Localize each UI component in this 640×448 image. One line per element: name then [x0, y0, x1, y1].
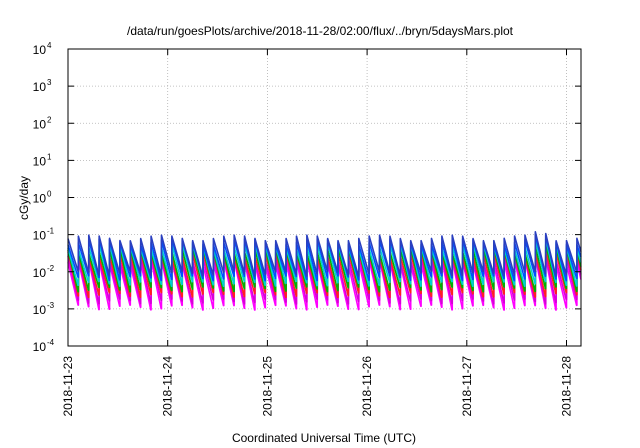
chart-title: /data/run/goesPlots/archive/2018-11-28/0… [127, 24, 514, 38]
y-tick-label: 10 [33, 340, 47, 354]
y-tick-exponent: -3 [47, 301, 55, 310]
y-tick-label: 10 [33, 303, 47, 317]
y-tick-label: 10 [33, 43, 47, 57]
series-line [67, 255, 582, 311]
y-tick-label: 10 [33, 192, 47, 206]
y-tick-exponent: 1 [47, 152, 52, 161]
x-tick-label: 2018-11-23 [61, 356, 75, 417]
y-tick-label: 10 [33, 154, 47, 168]
y-tick-label: 10 [33, 266, 47, 280]
series-group [67, 230, 582, 311]
y-tick-exponent: 3 [47, 78, 52, 87]
y-tick-label: 10 [33, 229, 47, 243]
x-tick-label: 2018-11-28 [560, 356, 574, 417]
y-tick-exponent: 2 [47, 115, 52, 124]
x-axis-label: Coordinated Universal Time (UTC) [232, 431, 416, 445]
y-axis-label: cGy/day [17, 176, 31, 220]
series-line [67, 233, 582, 282]
y-tick-label: 10 [33, 80, 47, 94]
y-tick-label: 10 [33, 117, 47, 131]
x-tick-label: 2018-11-25 [260, 356, 274, 417]
y-tick-exponent: -1 [47, 227, 55, 236]
y-tick-exponent: 4 [47, 41, 52, 50]
x-tick-label: 2018-11-24 [161, 356, 175, 417]
y-tick-exponent: -2 [47, 264, 55, 273]
x-axis-ticks: 2018-11-23 2018-11-24 2018-11-25 2018-11-26… [61, 49, 574, 417]
x-tick-label: 2018-11-26 [360, 356, 374, 417]
series-line [67, 230, 582, 277]
series-line [67, 254, 582, 305]
y-tick-exponent: 0 [47, 190, 52, 199]
y-tick-exponent: -4 [47, 338, 55, 347]
x-tick-label: 2018-11-27 [460, 356, 474, 417]
